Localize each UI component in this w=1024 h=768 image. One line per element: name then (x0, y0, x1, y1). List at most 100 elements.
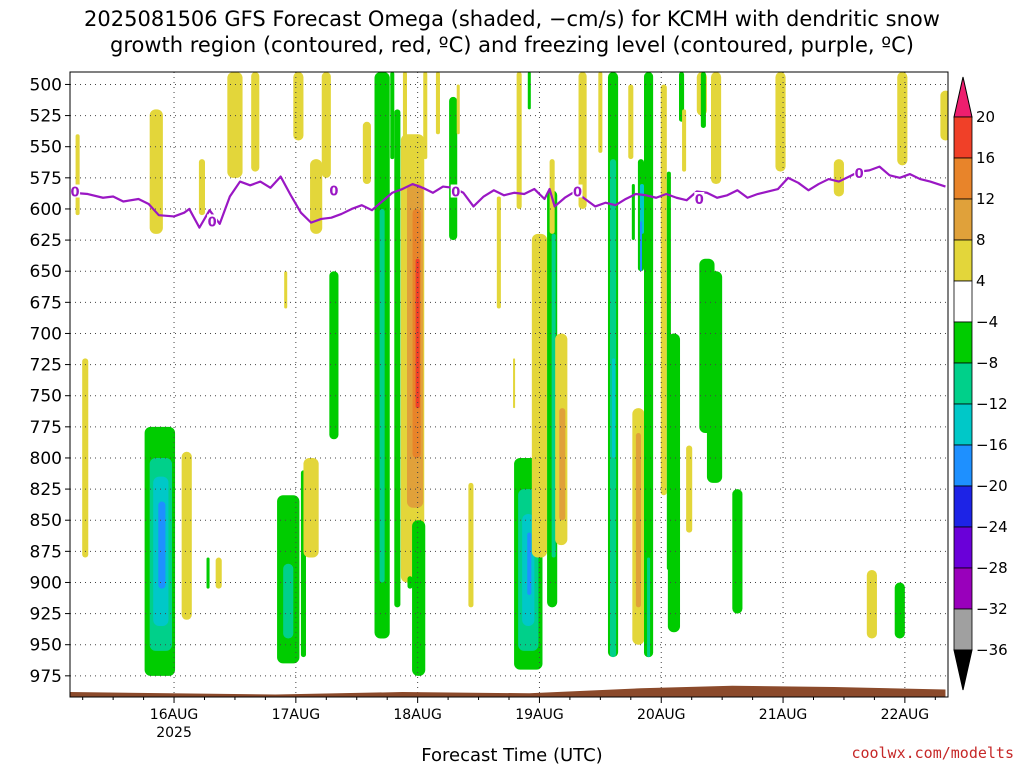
omega-cell (940, 90, 948, 141)
y-tick-label: 625 (30, 231, 62, 251)
colorbar-segment (953, 321, 973, 364)
omega-cell (227, 72, 243, 178)
colorbar-segment (953, 362, 973, 405)
omega-cell (706, 271, 723, 483)
y-tick-label: 825 (30, 480, 62, 500)
omega-cell (390, 72, 395, 160)
colorbar-segment (953, 526, 973, 569)
omega-cell (631, 184, 635, 241)
colorbar-label: −16 (976, 436, 1008, 454)
omega-cell (686, 445, 693, 533)
colorbar-label: 4 (976, 272, 986, 290)
y-tick-label: 550 (30, 138, 62, 158)
omega-cell (551, 233, 556, 558)
omega-cell (643, 72, 654, 658)
freezing-level-label-bg (328, 183, 339, 197)
y-tick-label: 850 (30, 511, 62, 531)
omega-cell (251, 72, 260, 172)
grid-lines (70, 72, 948, 697)
x-tick-label: 22AUG (881, 707, 930, 723)
omega-cell (833, 159, 844, 197)
omega-cell (415, 258, 420, 409)
omega-cell (303, 457, 319, 558)
x-tick-label: 19AUG (515, 707, 564, 723)
omega-cell (559, 408, 566, 521)
plot-background (70, 72, 948, 697)
freezing-level-label: 0 (573, 186, 582, 201)
colorbar-label: 12 (976, 190, 995, 208)
colorbar-segment (953, 608, 973, 651)
freezing-level-label-bg (572, 184, 583, 198)
omega-cell (412, 520, 426, 676)
omega-shading (75, 72, 948, 676)
y-axis: 500 525 550 575 600 625 650 675 700 725 750 775 800 8… (30, 75, 70, 687)
omega-cell (516, 72, 522, 209)
freezing-level-label-bg (207, 214, 218, 228)
omega-cell (775, 72, 786, 172)
omega-cell (206, 557, 210, 589)
omega-cell (394, 109, 401, 608)
omega-cell (660, 84, 667, 496)
x-tick-label: 16AUG (150, 707, 199, 723)
omega-cell (732, 489, 743, 614)
omega-cell (531, 233, 548, 558)
omega-cell (75, 134, 80, 216)
omega-cell (158, 501, 166, 589)
y-tick-label: 775 (30, 418, 62, 438)
y-tick-label: 975 (30, 667, 62, 687)
colorbar-segment (953, 403, 973, 446)
omega-cell (449, 96, 458, 241)
omega-cell (468, 482, 474, 608)
omega-cell (527, 532, 532, 595)
omega-cell (293, 72, 304, 141)
x-tick-label: 17AUG (272, 707, 321, 723)
colorbar-segment (953, 157, 973, 200)
y-tick-label: 875 (30, 542, 62, 562)
colorbar-label: −8 (976, 354, 998, 372)
y-tick-label: 600 (30, 200, 62, 220)
omega-cell (578, 72, 587, 209)
colorbar-label: −36 (976, 641, 1008, 659)
colorbar-label: −20 (976, 477, 1008, 495)
x-tick-sublabel: 2025 (156, 725, 192, 741)
x-tick-label: 21AUG (759, 707, 808, 723)
y-tick-label: 925 (30, 605, 62, 625)
omega-cell (496, 196, 501, 309)
omega-cell (667, 333, 681, 633)
y-tick-label: 575 (30, 169, 62, 189)
credit-text: coolwx.com/modelts (851, 744, 1014, 762)
colorbar-segment (953, 444, 973, 487)
colorbar-segment (953, 485, 973, 528)
colorbar-label: −32 (976, 600, 1008, 618)
omega-cell (682, 109, 687, 172)
omega-cell (181, 451, 192, 620)
freezing-level-label: 0 (855, 167, 864, 182)
x-tick-label: 20AUG (637, 707, 686, 723)
omega-cell (894, 582, 905, 639)
chart-title: 2025081506 GFS Forecast Omega (shaded, −… (0, 6, 1024, 58)
colorbar-segment (953, 239, 973, 282)
freezing-level-label-bg (450, 184, 461, 198)
freezing-level-label-bg (854, 165, 865, 179)
omega-cell (198, 159, 205, 216)
omega-cell (612, 358, 616, 458)
ground-layer (70, 685, 946, 697)
ground-fill (70, 685, 946, 697)
colorbar-label: 20 (976, 108, 995, 126)
omega-cell (215, 557, 222, 589)
title-line-1: 2025081506 GFS Forecast Omega (shaded, −… (84, 7, 940, 31)
colorbar-segment (953, 280, 973, 323)
colorbar-bottom-arrow (953, 649, 973, 691)
colorbar-label: −28 (976, 559, 1008, 577)
x-axis: 16AUG 2025 17AUG 18AUG 19AUG 20AUG 21AUG 22AUG (82, 697, 936, 741)
title-line-2: growth region (contoured, red, ºC) and f… (110, 33, 914, 57)
y-tick-label: 525 (30, 107, 62, 127)
omega-cell (329, 271, 339, 440)
freezing-level-label: 0 (71, 186, 80, 201)
y-tick-label: 750 (30, 387, 62, 407)
omega-cell (647, 557, 651, 658)
y-tick-label: 650 (30, 262, 62, 282)
x-axis-label: Forecast Time (UTC) (421, 745, 603, 766)
omega-cell (866, 570, 877, 639)
colorbar-top-arrow (953, 76, 973, 118)
